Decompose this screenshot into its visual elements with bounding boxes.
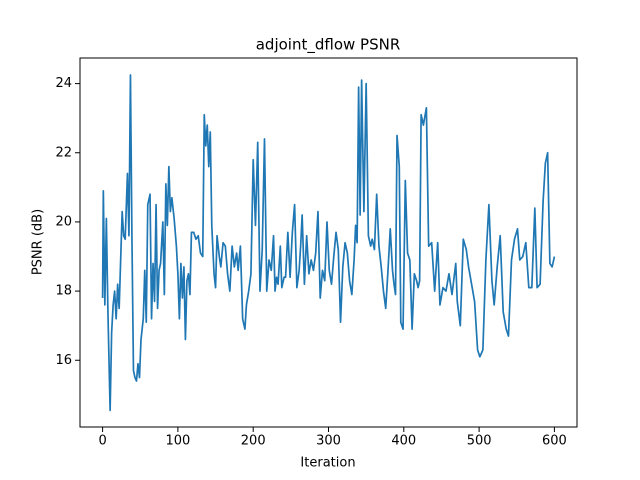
chart-title: adjoint_dflow PSNR xyxy=(256,36,401,55)
y-tick-label: 16 xyxy=(55,353,72,368)
x-axis-label: Iteration xyxy=(300,456,355,471)
y-tick-label: 18 xyxy=(55,284,72,299)
x-tick-label: 0 xyxy=(98,434,106,449)
y-tick-label: 20 xyxy=(55,214,72,229)
plot-frame xyxy=(79,57,578,428)
y-tick-label: 22 xyxy=(55,145,72,160)
data-line xyxy=(101,74,556,412)
x-tick-label: 400 xyxy=(391,434,416,449)
x-tick-label: 200 xyxy=(241,434,266,449)
y-tick-label: 24 xyxy=(55,76,72,91)
x-tick-label: 600 xyxy=(542,434,567,449)
x-tick-label: 500 xyxy=(467,434,492,449)
x-tick-label: 300 xyxy=(316,434,341,449)
x-tick-label: 100 xyxy=(165,434,190,449)
y-axis-label: PSNR (dB) xyxy=(31,209,46,275)
